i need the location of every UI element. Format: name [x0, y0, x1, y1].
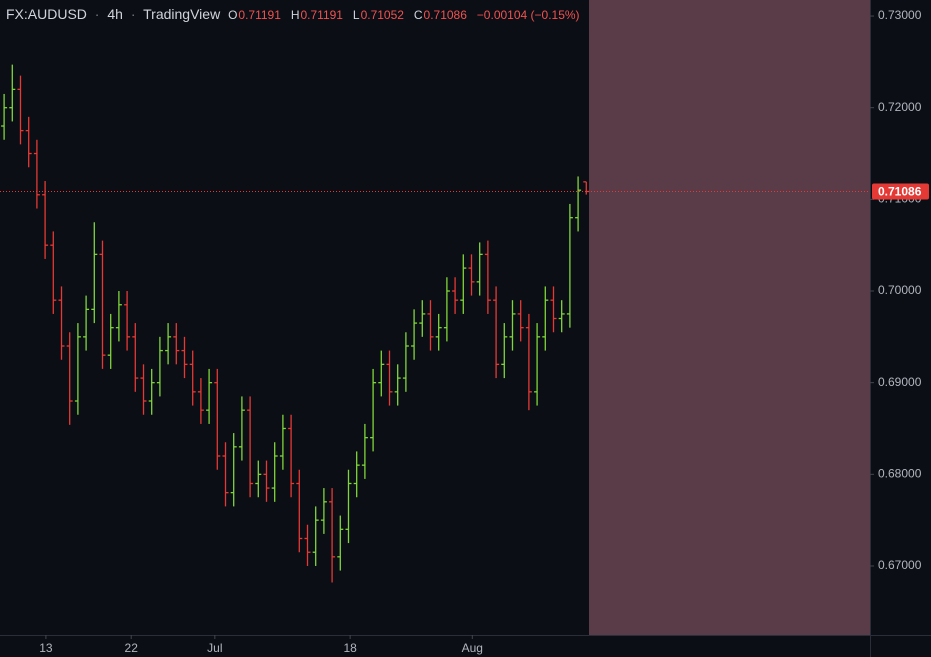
- future-shade: [589, 0, 870, 635]
- close-label: C: [413, 8, 423, 22]
- last-price-box: [872, 183, 929, 200]
- last-price-label: 0.71086: [878, 185, 922, 199]
- x-tick-label: Jul: [207, 641, 222, 655]
- high-label: H: [290, 8, 300, 22]
- low-value: 0.71052: [360, 8, 404, 22]
- y-tick-label: 0.72000: [878, 100, 922, 114]
- y-tick-label: 0.73000: [878, 8, 922, 22]
- x-tick-label: 13: [39, 641, 53, 655]
- y-tick-label: 0.67000: [878, 558, 922, 572]
- y-tick-label: 0.68000: [878, 466, 922, 480]
- symbol: FX:AUDUSD: [6, 6, 87, 22]
- x-tick-label: 18: [343, 641, 357, 655]
- interval: 4h: [107, 6, 123, 22]
- open-label: O: [228, 8, 238, 22]
- y-tick-label: 0.69000: [878, 375, 922, 389]
- change: −0.00104 (−0.15%): [476, 8, 580, 22]
- low-label: L: [352, 8, 360, 22]
- close-value: 0.71086: [423, 8, 467, 22]
- open-value: 0.71191: [238, 8, 281, 22]
- x-tick-label: Aug: [462, 641, 483, 655]
- x-tick-label: 22: [125, 641, 139, 655]
- y-tick-label: 0.70000: [878, 283, 922, 297]
- source: TradingView: [143, 6, 221, 22]
- separator: ·: [130, 6, 136, 22]
- legend-header: FX:AUDUSD · 4h · TradingView O0.71191 H0…: [6, 6, 586, 22]
- separator: ·: [94, 6, 100, 22]
- high-value: 0.71191: [300, 8, 343, 22]
